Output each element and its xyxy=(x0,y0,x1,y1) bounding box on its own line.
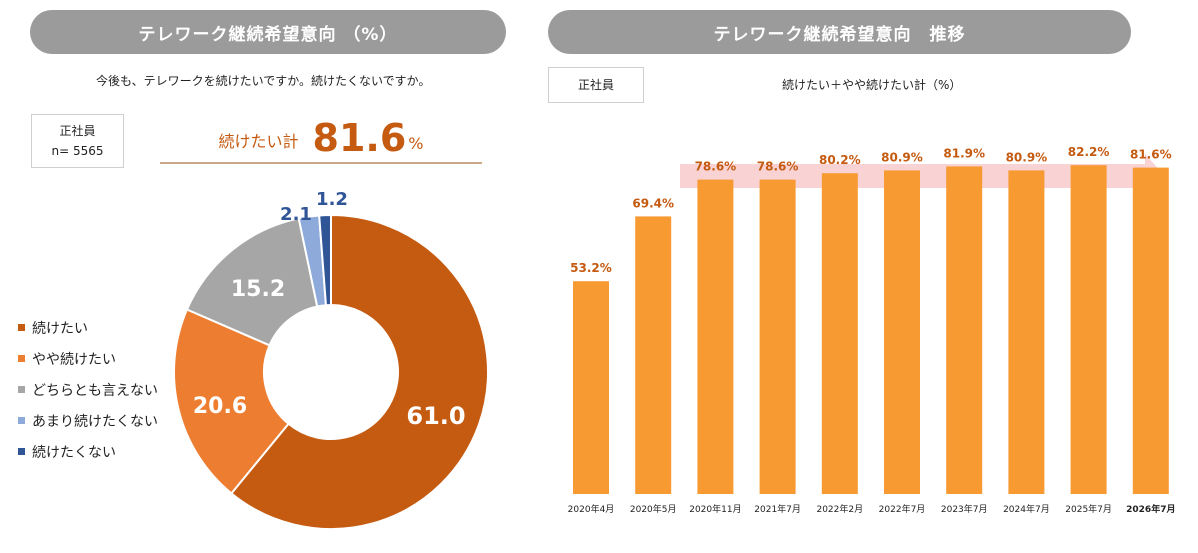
legend-label-4: あまり続けたくない xyxy=(32,413,158,430)
total-label: 続けたい計 xyxy=(218,132,299,151)
bar-4 xyxy=(759,179,796,494)
survey-question: 今後も、テレワークを続けたいですか。続けたくないですか。 xyxy=(96,74,431,88)
bar-value-label-5: 80.2% xyxy=(819,153,861,167)
x-tick-label-10: 2026年7月 xyxy=(1126,503,1175,515)
legend-label-2: やや続けたい xyxy=(32,351,116,368)
bar-3 xyxy=(697,179,734,494)
legend-item-3: どちらとも言えない xyxy=(18,374,158,405)
segment-label: 正社員 xyxy=(577,78,614,92)
donut-slice-label-3: 15.2 xyxy=(231,277,285,302)
bar-7 xyxy=(946,166,983,494)
x-tick-label-6: 2022年7月 xyxy=(879,503,926,515)
donut-slice-1 xyxy=(229,213,489,530)
sample-size: n= 5565 xyxy=(51,144,104,158)
sample-box: 正社員 n= 5565 xyxy=(31,114,124,168)
bar-value-label-6: 80.9% xyxy=(881,150,923,164)
x-tick-label-3: 2020年11月 xyxy=(689,503,741,515)
bar-value-label-9: 82.2% xyxy=(1068,145,1110,159)
right-panel-title: テレワーク継続希望意向 推移 xyxy=(548,10,1131,54)
donut-slice-label-4: 2.1 xyxy=(280,204,312,225)
bar-value-label-3: 78.6% xyxy=(695,160,737,174)
bar-value-label-10: 81.6% xyxy=(1130,148,1172,162)
donut-slice-2 xyxy=(173,308,290,495)
total-unit: % xyxy=(408,134,424,153)
legend-label-1: 続けたい xyxy=(32,320,88,337)
bar-value-label-7: 81.9% xyxy=(943,146,985,160)
legend-swatch-4 xyxy=(18,417,25,424)
legend-label-5: 続けたくない xyxy=(32,444,116,461)
bar-value-label-1: 53.2% xyxy=(570,261,612,275)
legend-item-2: やや続けたい xyxy=(18,343,158,374)
bar-value-label-4: 78.6% xyxy=(757,160,799,174)
legend-item-1: 続けたい xyxy=(18,312,158,343)
bar-9 xyxy=(1070,165,1107,494)
x-tick-label-5: 2022年2月 xyxy=(816,503,863,515)
segment-box: 正社員 xyxy=(548,67,644,103)
bar-6 xyxy=(884,170,920,494)
donut-slice-3 xyxy=(185,217,319,347)
bar-1 xyxy=(573,281,609,494)
sample-label: 正社員 xyxy=(59,124,96,138)
x-tick-label-2: 2020年5月 xyxy=(630,503,677,515)
bar-value-label-8: 80.9% xyxy=(1006,150,1048,164)
left-panel-title: テレワーク継続希望意向 （%） xyxy=(30,10,506,54)
legend-swatch-3 xyxy=(18,386,25,393)
bar-value-label-2: 69.4% xyxy=(632,196,674,210)
bar-10 xyxy=(1132,167,1169,494)
total-callout: 続けたい計 81.6 % xyxy=(160,112,482,164)
donut-slice-label-1: 61.0 xyxy=(406,402,465,430)
donut-legend: 続けたいやや続けたいどちらとも言えない あまり続けたくない 続けたくない xyxy=(18,312,158,467)
x-tick-label-1: 2020年4月 xyxy=(568,503,615,515)
x-tick-label-7: 2023年7月 xyxy=(941,503,988,515)
donut-slice-label-2: 20.6 xyxy=(193,394,247,419)
total-value: 81.6 xyxy=(312,116,407,160)
legend-swatch-2 xyxy=(18,355,25,362)
donut-slice-label-5: 1.2 xyxy=(316,189,348,210)
metric-label: 続けたい＋やや続けたい計（%） xyxy=(782,78,962,92)
legend-item-5: 続けたくない xyxy=(18,436,158,467)
legend-item-4: あまり続けたくない xyxy=(18,405,158,436)
x-tick-label-9: 2025年7月 xyxy=(1065,503,1112,515)
bar-8 xyxy=(1008,170,1045,494)
x-tick-label-8: 2024年7月 xyxy=(1003,503,1050,515)
donut-slice-5 xyxy=(318,213,332,307)
x-tick-label-4: 2021年7月 xyxy=(754,503,801,515)
bar-2 xyxy=(635,216,672,494)
bar-5 xyxy=(821,173,858,494)
legend-label-3: どちらとも言えない xyxy=(32,382,158,399)
legend-swatch-1 xyxy=(18,324,25,331)
legend-swatch-5 xyxy=(18,448,25,455)
